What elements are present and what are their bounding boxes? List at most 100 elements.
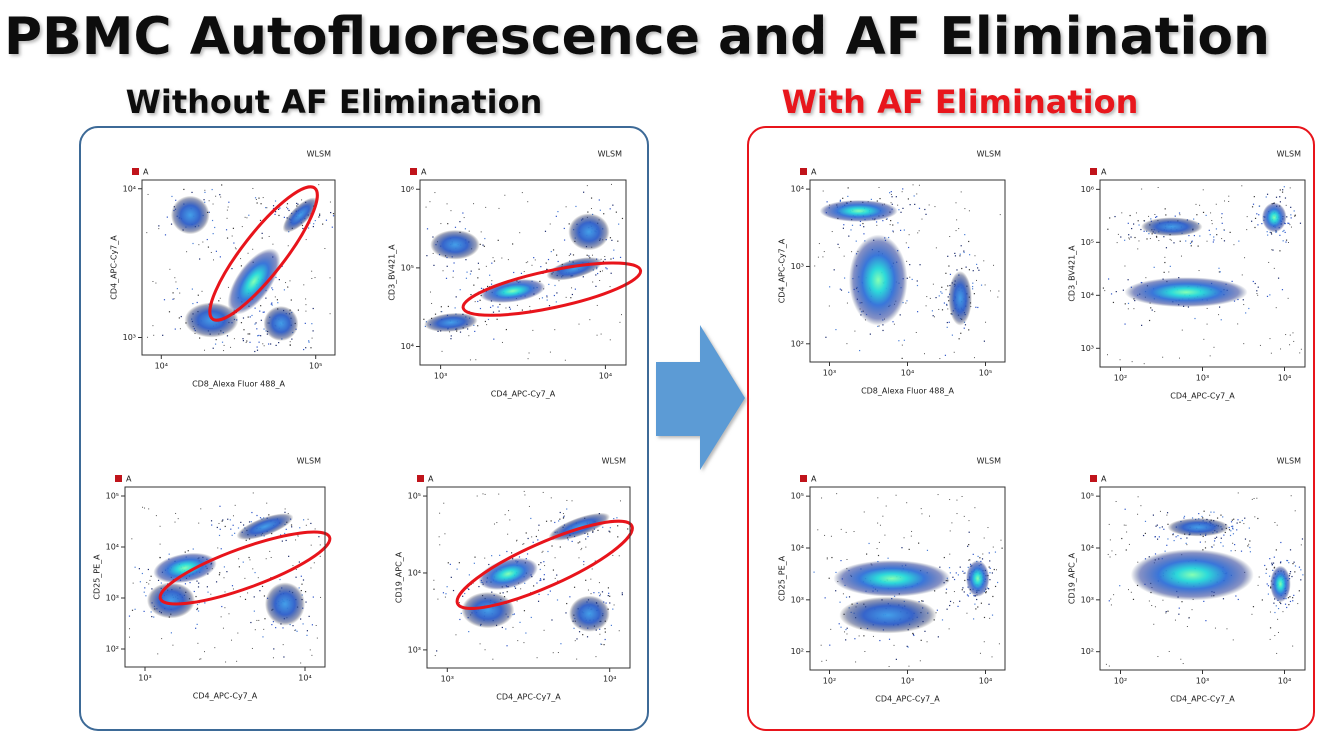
event-dot: [1158, 536, 1160, 538]
event-dot: [281, 265, 283, 267]
event-dot: [473, 203, 475, 205]
event-dot: [1153, 623, 1155, 625]
event-dot: [260, 319, 262, 321]
event-dot: [478, 585, 480, 588]
event-dot: [164, 234, 167, 236]
event-dot: [440, 311, 442, 313]
event-dot: [555, 215, 557, 217]
event-dot: [1264, 564, 1266, 567]
event-dot: [142, 506, 144, 508]
event-dot: [232, 588, 234, 590]
event-dot: [1215, 203, 1217, 205]
event-dot: [1162, 599, 1164, 601]
event-dot: [1292, 645, 1294, 647]
event-dot: [479, 243, 481, 245]
event-dot: [1167, 538, 1169, 540]
event-dot: [908, 234, 910, 236]
event-dot: [1210, 212, 1212, 214]
event-dot: [878, 541, 880, 543]
event-dot: [569, 596, 571, 598]
event-dot: [554, 284, 556, 287]
event-dot: [248, 214, 250, 216]
event-dot: [1175, 536, 1177, 538]
event-dot: [1198, 513, 1200, 515]
event-dot: [465, 277, 468, 279]
event-dot: [1272, 249, 1274, 251]
x-tick-label: 10³: [1196, 374, 1209, 383]
event-dot: [314, 528, 316, 530]
event-dot: [218, 534, 221, 537]
event-dot: [1231, 527, 1234, 529]
event-dot: [208, 200, 210, 202]
population: [1124, 277, 1248, 308]
event-dot: [453, 262, 455, 264]
event-dot: [520, 272, 523, 275]
event-dot: [196, 301, 198, 304]
event-dot: [960, 332, 962, 334]
event-dot: [594, 560, 596, 562]
plot-label: WLSM: [297, 457, 321, 466]
event-dot: [958, 338, 960, 340]
event-dot: [968, 520, 970, 522]
event-dot: [1265, 196, 1267, 198]
event-dot: [311, 270, 313, 272]
event-dot: [477, 325, 479, 327]
event-dot: [1268, 575, 1271, 577]
event-dot: [1300, 569, 1302, 571]
event-dot: [908, 548, 910, 551]
event-dot: [1210, 511, 1212, 513]
event-dot: [949, 572, 951, 574]
event-dot: [941, 309, 944, 311]
event-dot: [484, 557, 486, 559]
event-dot: [504, 514, 506, 516]
event-dot: [437, 598, 439, 600]
event-dot: [155, 282, 157, 284]
x-tick-label: 10⁴: [603, 675, 616, 684]
event-dot: [961, 267, 963, 270]
event-dot: [537, 600, 540, 602]
event-dot: [604, 628, 606, 630]
event-dot: [842, 197, 844, 199]
event-dot: [612, 257, 615, 259]
event-dot: [534, 259, 536, 261]
event-dot: [332, 213, 335, 215]
event-dot: [983, 340, 985, 342]
event-dot: [922, 600, 924, 602]
event-dot: [1169, 238, 1171, 240]
x-axis-label: CD4_APC-Cy7_A: [1170, 392, 1235, 401]
event-dot: [506, 645, 508, 647]
event-dot: [1242, 299, 1244, 301]
event-dot: [1195, 203, 1197, 205]
event-dot: [319, 555, 321, 557]
event-dot: [1167, 523, 1169, 525]
event-dot: [609, 531, 611, 533]
event-dot: [1159, 510, 1161, 512]
event-dot: [1244, 517, 1246, 519]
event-dot: [946, 304, 948, 306]
event-dot: [283, 656, 285, 658]
event-dot: [274, 200, 277, 202]
event-dot: [902, 207, 904, 209]
event-dot: [899, 314, 901, 316]
event-dot: [609, 602, 611, 604]
event-dot: [431, 302, 433, 304]
event-dot: [1223, 229, 1225, 231]
event-dot: [956, 269, 958, 271]
event-dot: [597, 529, 599, 531]
event-dot: [259, 310, 261, 312]
event-dot: [823, 251, 825, 253]
event-dot: [282, 644, 284, 646]
event-dot: [186, 251, 188, 253]
event-dot: [1299, 222, 1302, 224]
event-dot: [863, 511, 865, 513]
y-tick-label: 10⁵: [791, 492, 804, 501]
event-dot: [1131, 361, 1133, 363]
event-dot: [527, 358, 529, 360]
y-tick-label: 10²: [791, 647, 804, 656]
event-dot: [1274, 522, 1276, 524]
x-axis-label: CD8_Alexa Fluor 488_A: [861, 387, 954, 396]
event-dot: [246, 217, 248, 219]
y-tick-label: 10⁴: [1081, 291, 1094, 300]
event-dot: [482, 288, 484, 290]
event-dot: [938, 295, 940, 297]
